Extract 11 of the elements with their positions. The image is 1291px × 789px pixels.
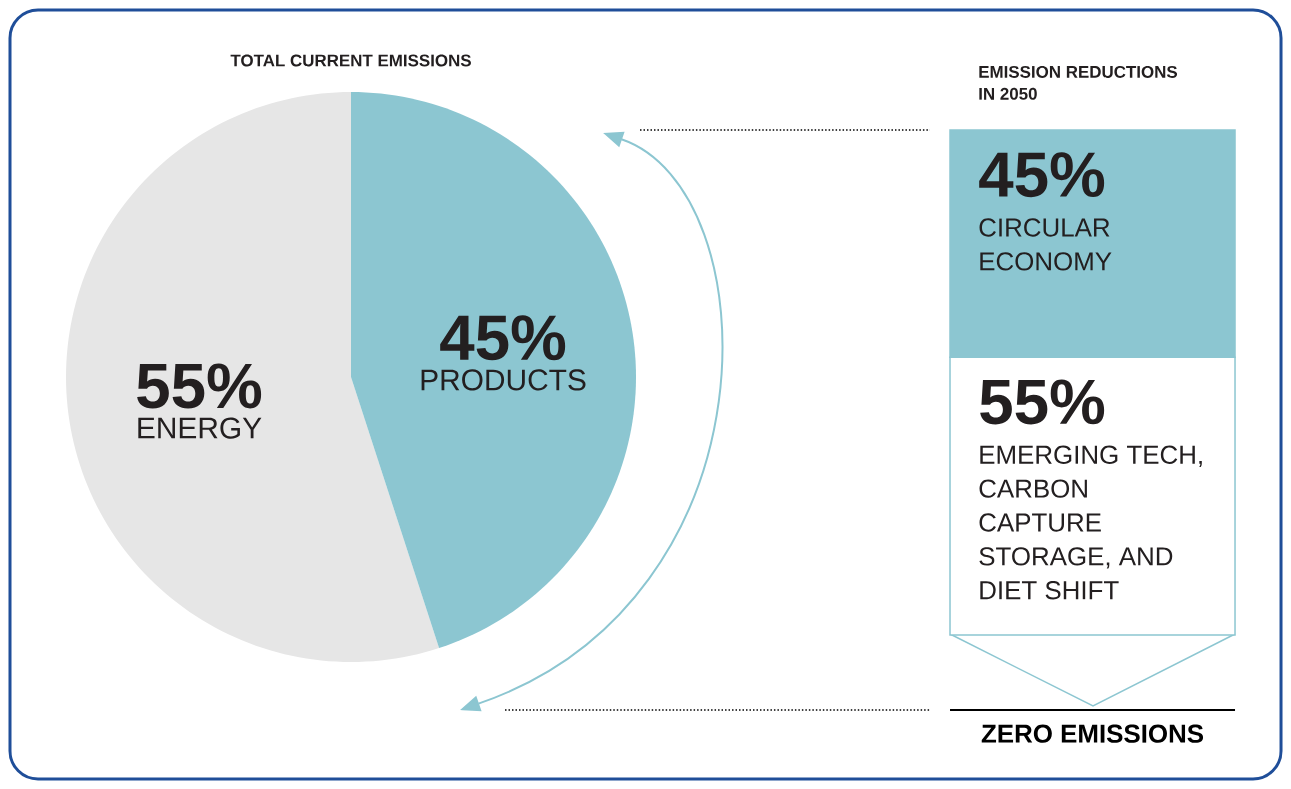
slice-label: PRODUCTS	[421, 369, 586, 391]
series-label: EMERGING TECH, CARBON CAPTURE STORAGE, AND DIET SHIFT	[979, 445, 1202, 600]
data-label: 45%	[979, 152, 1105, 198]
text: ZERO EMISSIONS	[981, 724, 1204, 743]
data-label: 55%	[980, 379, 1105, 425]
chart-title: EMISSION REDUCTIONS IN 2050	[979, 65, 1178, 100]
chart-title: TOTAL CURRENT EMISSIONS	[230, 54, 471, 67]
series-label: CIRCULAR ECONOMY	[979, 218, 1112, 271]
slice-label: ENERGY	[138, 417, 262, 439]
data-label: 55%	[137, 363, 262, 409]
data-label: 45%	[440, 315, 566, 361]
